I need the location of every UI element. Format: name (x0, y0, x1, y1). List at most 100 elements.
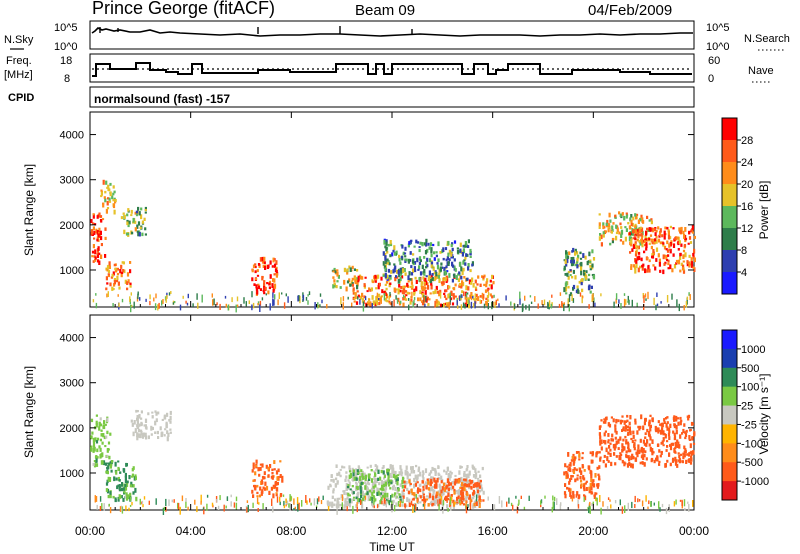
velocity-colorbar-tick: 25 (741, 401, 753, 413)
power-ground-cell (219, 303, 221, 310)
velocity-ground-cell (592, 501, 594, 505)
velocity-echo-cell (627, 447, 630, 453)
power-echo-cell (336, 280, 339, 283)
velocity-echo-layer (90, 409, 696, 515)
power-echo-cell (563, 287, 566, 293)
velocity-ground-cell (647, 506, 649, 509)
velocity-echo-cell (359, 472, 362, 476)
velocity-echo-cell (612, 418, 615, 423)
power-echo-cell (126, 287, 129, 291)
velocity-echo-cell (379, 493, 382, 497)
power-echo-cell (662, 269, 665, 275)
velocity-echo-cell (591, 452, 594, 457)
power-echo-cell (96, 215, 99, 219)
velocity-echo-cell (563, 491, 567, 495)
velocity-echo-cell (377, 469, 380, 474)
velocity-echo-cell (569, 468, 572, 472)
velocity-echo-cell (253, 484, 256, 488)
power-ground-cell (157, 304, 159, 311)
velocity-echo-cell (461, 479, 464, 484)
velocity-echo-cell (355, 485, 359, 489)
velocity-ground-cell (571, 497, 574, 502)
velocity-echo-cell (129, 492, 132, 498)
power-echo-cell (91, 233, 94, 236)
power-echo-cell (463, 276, 466, 279)
velocity-echo-cell (663, 433, 666, 436)
power-echo-cell (428, 270, 431, 276)
power-echo-cell (600, 234, 603, 240)
power-echo-cell (439, 303, 443, 307)
power-echo-cell (465, 253, 468, 257)
power-echo-cell (106, 200, 109, 206)
velocity-echo-cell (364, 474, 368, 480)
velocity-echo-cell (579, 475, 582, 480)
velocity-echo-cell (453, 490, 456, 495)
power-echo-cell (669, 225, 672, 229)
power-echo-cell (107, 273, 110, 276)
velocity-echo-cell (615, 455, 618, 458)
velocity-ground-cell (414, 504, 417, 511)
velocity-echo-cell (276, 487, 279, 492)
power-echo-cell (447, 252, 450, 257)
velocity-ground-cell (446, 495, 448, 503)
velocity-ground-cell (540, 500, 542, 505)
velocity-echo-cell (688, 452, 691, 455)
velocity-echo-cell (98, 426, 101, 431)
velocity-echo-cell (387, 477, 390, 482)
power-ground-cell (551, 294, 553, 298)
power-echo-cell (634, 230, 637, 235)
velocity-echo-cell (604, 417, 608, 420)
power-echo-cell (475, 293, 478, 298)
velocity-echo-cell (341, 465, 344, 469)
velocity-ground-cell (390, 495, 392, 503)
power-echo-cell (420, 283, 423, 288)
power-echo-cell (361, 298, 364, 303)
power-echo-cell (333, 267, 336, 271)
power-ground-cell (483, 303, 486, 309)
power-ground-cell (686, 297, 688, 305)
velocity-echo-cell (581, 456, 584, 460)
velocity-echo-cell (686, 453, 689, 456)
power-ground-cell (272, 298, 274, 306)
power-echo-cell (471, 261, 474, 266)
velocity-echo-cell (628, 421, 631, 426)
power-echo-cell (586, 261, 589, 266)
power-echo-cell (688, 263, 691, 268)
velocity-echo-cell (106, 417, 109, 423)
power-echo-cell (392, 269, 395, 274)
velocity-ground-cell (518, 499, 520, 505)
power-ground-cell (278, 292, 280, 299)
velocity-echo-cell (117, 484, 120, 487)
velocity-echo-cell (440, 475, 443, 480)
power-echo-cell (262, 264, 265, 268)
power-echo-cell (635, 214, 638, 220)
power-ground-cell (689, 294, 691, 300)
velocity-echo-cell (634, 457, 638, 462)
velocity-echo-cell (151, 415, 154, 419)
power-ground-cell (326, 304, 328, 309)
power-echo-cell (676, 236, 679, 240)
power-echo-cell (421, 264, 424, 270)
power-echo-cell (652, 264, 655, 267)
velocity-echo-cell (150, 433, 153, 436)
power-ground-cell (182, 295, 184, 299)
velocity-echo-cell (106, 430, 109, 435)
power-echo-cell (492, 281, 495, 285)
power-echo-cell (442, 303, 445, 308)
velocity-ground-cell (196, 506, 198, 513)
power-echo-cell (658, 258, 661, 263)
power-echo-cell (430, 249, 433, 254)
velocity-ground-cell (305, 495, 307, 503)
power-echo-cell (411, 268, 415, 273)
power-echo-cell (629, 251, 632, 254)
velocity-echo-cell (392, 467, 395, 472)
power-ground-cell (628, 299, 630, 305)
velocity-echo-cell (135, 496, 138, 502)
velocity-echo-cell (614, 443, 617, 449)
velocity-echo-cell (649, 424, 652, 428)
velocity-echo-cell (104, 445, 107, 448)
power-echo-cell (397, 288, 400, 291)
power-echo-cell (678, 227, 681, 232)
velocity-echo-cell (100, 429, 103, 432)
power-echo-cell (657, 253, 660, 258)
